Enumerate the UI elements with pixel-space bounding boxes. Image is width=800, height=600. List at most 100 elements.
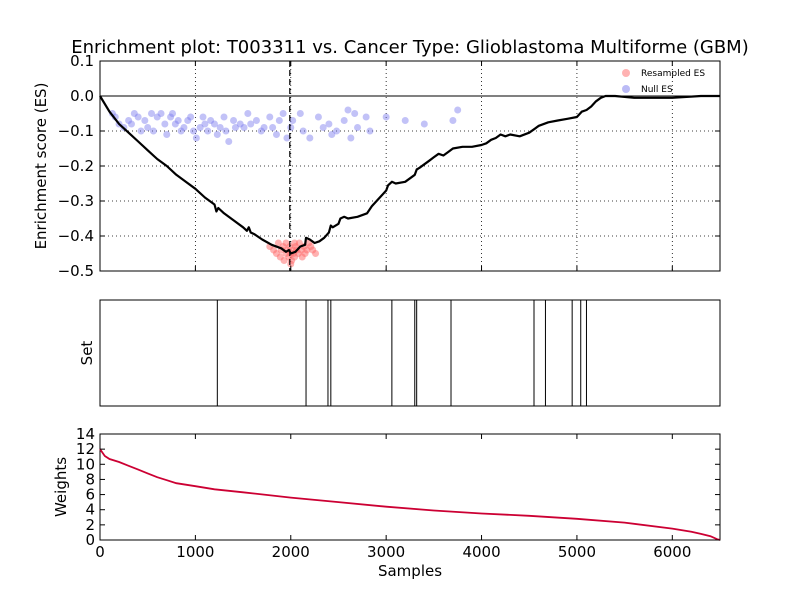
- null-es-point: [449, 117, 457, 124]
- null-es-point: [230, 117, 238, 124]
- null-es-point: [279, 110, 287, 117]
- null-es-point: [204, 127, 212, 135]
- null-es-point: [275, 117, 283, 124]
- null-es-point: [130, 110, 138, 117]
- weights-panel-frame: [99, 433, 721, 541]
- weights-curve-line: [99, 448, 721, 541]
- x-tick-label: 5000: [558, 543, 596, 561]
- null-es-point: [201, 120, 209, 128]
- x-tick-label: 3000: [367, 543, 405, 561]
- null-es-point: [382, 113, 390, 121]
- weights-ytick-label: 14: [76, 425, 95, 443]
- null-es-point: [207, 117, 215, 124]
- null-es-point: [252, 117, 260, 124]
- null-es-point: [319, 124, 327, 131]
- es-panel: 0.1 0.0 −0.1 −0.2 −0.3 −0.4 −0.5: [58, 52, 720, 280]
- es-ytick-label: −0.4: [58, 227, 94, 245]
- legend-label-null: Null ES: [641, 85, 673, 95]
- null-es-point: [199, 113, 207, 121]
- x-tick-label: 1000: [176, 543, 214, 561]
- null-es-point: [344, 106, 352, 114]
- null-es-point: [314, 113, 322, 121]
- legend-marker-null: [622, 85, 630, 93]
- null-es-point: [174, 117, 182, 124]
- null-es-point: [220, 113, 228, 121]
- null-es-point: [231, 124, 239, 131]
- es-ytick-label: 0.1: [70, 52, 94, 70]
- es-ytick-label: −0.3: [58, 192, 94, 210]
- legend: Resampled ES Null ES: [622, 69, 705, 95]
- set-ylabel: Set: [78, 341, 96, 366]
- null-es-point: [213, 131, 221, 138]
- null-es-point: [401, 117, 409, 124]
- weights-ytick-label: 4: [85, 501, 95, 519]
- es-ytick-label: −0.5: [58, 262, 94, 280]
- null-es-point: [272, 131, 280, 138]
- resampled-es-point: [287, 260, 295, 268]
- null-es-point: [222, 127, 230, 135]
- null-es-point: [269, 124, 277, 131]
- null-es-point: [157, 110, 165, 117]
- null-es-point: [287, 124, 295, 131]
- null-es-point: [283, 134, 291, 142]
- null-es-point: [177, 127, 185, 135]
- weights-ytick-label: 6: [85, 486, 95, 504]
- es-ylabel: Enrichment score (ES): [32, 83, 50, 250]
- null-es-point: [192, 134, 200, 142]
- null-es-point: [328, 131, 336, 138]
- null-es-point: [236, 120, 244, 128]
- null-es-point: [247, 120, 255, 128]
- null-es-point: [171, 120, 179, 128]
- set-panel-frame: [99, 299, 721, 407]
- null-es-point: [161, 120, 169, 128]
- weights-ytick-label: 8: [85, 470, 95, 488]
- x-axis-label: Samples: [378, 562, 442, 580]
- chart-title: Enrichment plot: T003311 vs. Cancer Type…: [71, 37, 749, 58]
- null-es-point: [420, 120, 428, 128]
- null-es-point: [144, 124, 152, 131]
- set-panel: [216, 300, 587, 406]
- es-curve-line: [99, 94, 720, 255]
- legend-label-resampled: Resampled ES: [641, 69, 705, 79]
- null-es-point: [127, 120, 135, 128]
- null-es-point: [167, 113, 175, 121]
- x-tick-label: 6000: [653, 543, 691, 561]
- resampled-es-point: [291, 239, 299, 247]
- null-es-point: [296, 110, 304, 117]
- es-ytick-label: −0.2: [58, 157, 94, 175]
- null-es-point: [180, 124, 188, 131]
- null-es-point: [168, 110, 176, 117]
- null-es-point: [184, 117, 192, 124]
- null-es-point: [260, 124, 268, 131]
- null-es-point: [148, 110, 156, 117]
- null-es-point: [347, 134, 355, 142]
- null-es-point: [454, 106, 462, 114]
- null-es-point: [187, 113, 195, 121]
- null-es-point: [153, 113, 161, 121]
- weights-ytick-label: 2: [85, 516, 95, 534]
- null-es-point: [137, 127, 145, 135]
- null-es-point: [163, 131, 171, 138]
- es-ytick-label: 0.0: [70, 87, 94, 105]
- resampled-es-point: [282, 239, 290, 247]
- weights-ylabel: Weights: [52, 457, 70, 517]
- null-es-point: [266, 113, 274, 121]
- null-es-point: [141, 117, 149, 124]
- null-es-point: [340, 117, 348, 124]
- x-tick-label: 2000: [272, 543, 310, 561]
- x-tick-label: 0: [95, 543, 105, 561]
- legend-marker-resampled: [622, 69, 630, 77]
- null-es-point: [125, 117, 133, 124]
- null-es-point: [149, 127, 157, 135]
- weights-ytick-label: 0: [85, 531, 95, 549]
- null-es-point: [362, 113, 370, 121]
- null-es-point: [189, 127, 197, 135]
- null-es-point: [325, 120, 333, 128]
- null-es-point: [240, 124, 248, 131]
- x-tick-label: 4000: [462, 543, 500, 561]
- es-ytick-label: −0.1: [58, 122, 94, 140]
- null-es-point: [225, 138, 233, 145]
- null-es-point: [299, 127, 307, 135]
